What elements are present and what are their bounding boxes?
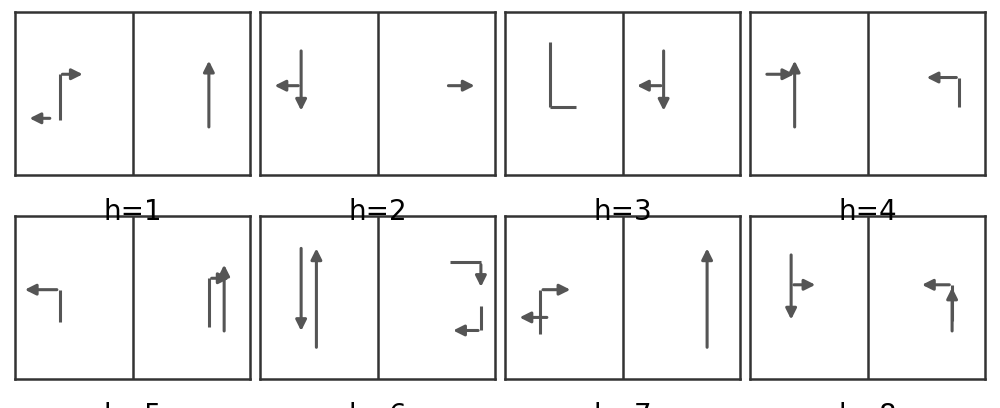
Text: h=8: h=8: [838, 402, 897, 408]
Text: h=3: h=3: [593, 198, 652, 226]
Text: h=2: h=2: [348, 198, 407, 226]
Text: h=7: h=7: [593, 402, 652, 408]
Text: h=6: h=6: [348, 402, 407, 408]
Text: h=4: h=4: [838, 198, 897, 226]
Text: h=5: h=5: [103, 402, 162, 408]
Text: h=1: h=1: [103, 198, 162, 226]
